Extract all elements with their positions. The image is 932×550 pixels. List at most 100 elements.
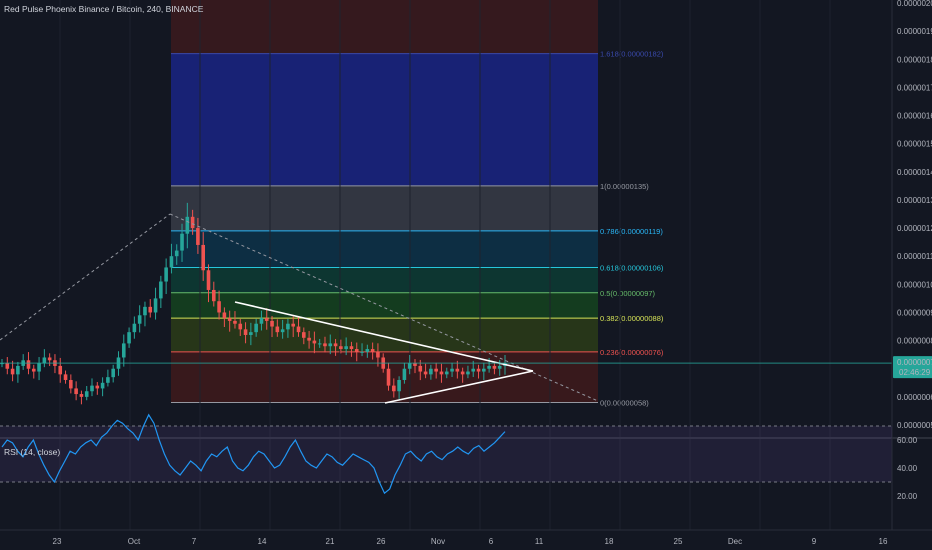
candle[interactable] [492,365,497,369]
candle[interactable] [317,343,322,345]
candle[interactable] [217,301,221,313]
candle[interactable] [100,382,105,389]
candle[interactable] [418,365,423,372]
candle[interactable] [439,371,444,375]
candle[interactable] [243,329,248,335]
candle[interactable] [497,365,502,369]
candle[interactable] [164,267,168,282]
candle[interactable] [206,270,211,290]
candle[interactable] [47,357,52,361]
candle[interactable] [312,340,317,344]
candle[interactable] [127,332,131,344]
candle[interactable] [307,337,311,341]
candle[interactable] [280,329,285,333]
triangle-upper-line[interactable] [234,301,534,372]
candle[interactable] [132,323,137,333]
candle[interactable] [10,368,15,375]
candle[interactable] [487,365,491,369]
candle[interactable] [42,357,47,364]
candle[interactable] [323,343,327,347]
candle[interactable] [429,368,433,375]
candle[interactable] [222,312,227,319]
candle[interactable] [392,385,396,392]
candle[interactable] [302,332,306,338]
candle[interactable] [444,371,449,375]
candle[interactable] [259,318,264,324]
candle[interactable] [238,323,243,330]
candle[interactable] [354,349,359,352]
candle[interactable] [291,323,296,327]
candle[interactable] [333,343,338,347]
candle[interactable] [69,379,73,389]
candle[interactable] [482,368,486,372]
candle[interactable] [264,318,269,321]
candle[interactable] [249,332,253,335]
candle[interactable] [174,250,179,257]
fib-label-1.618: 1.618(0.00000182) [600,50,664,59]
candle[interactable] [148,306,153,313]
candle[interactable] [74,388,78,395]
candle[interactable] [434,368,438,372]
candle[interactable] [349,346,354,350]
candle[interactable] [26,360,31,369]
trend-line-up-dashed[interactable] [0,213,171,341]
fib-label-0: 0(0.00000058) [600,398,649,407]
candle[interactable] [455,368,460,372]
candle[interactable] [37,363,41,372]
price-axis-label: 0.00000050 [897,421,932,430]
candle[interactable] [254,323,258,333]
candle[interactable] [450,368,454,372]
candle[interactable] [106,377,110,383]
candle[interactable] [84,391,89,397]
candle[interactable] [211,289,216,302]
candle[interactable] [111,368,115,378]
candle[interactable] [5,363,10,369]
candle[interactable] [95,385,100,389]
candle[interactable] [386,368,391,386]
candle[interactable] [476,368,481,372]
candle[interactable] [339,346,343,350]
candle[interactable] [63,374,68,380]
candle[interactable] [16,365,20,375]
candle[interactable] [344,346,348,350]
candle[interactable] [296,326,301,333]
candle[interactable] [159,281,163,299]
candle[interactable] [407,363,412,369]
triangle-lower-line[interactable] [384,370,534,404]
candle[interactable] [471,368,476,372]
rsi-line[interactable] [1,413,506,495]
candle[interactable] [185,216,190,234]
candle[interactable] [180,233,184,251]
candle[interactable] [275,326,280,333]
candle[interactable] [402,368,407,380]
candle[interactable] [328,343,333,347]
candle[interactable] [466,371,470,375]
candle[interactable] [58,365,63,375]
candle[interactable] [31,368,36,372]
candle[interactable] [121,343,126,358]
candle[interactable] [79,394,84,397]
candle[interactable] [376,351,380,358]
candle[interactable] [423,371,428,375]
candle[interactable] [169,256,174,268]
candle[interactable] [286,323,290,330]
candle[interactable] [365,349,370,352]
fib-label-0.5: 0.5(0.00000097) [600,289,656,298]
candle[interactable] [413,363,417,366]
candle[interactable] [153,298,158,313]
candle[interactable] [196,228,200,245]
candle[interactable] [270,320,274,327]
candle[interactable] [143,306,147,316]
candle[interactable] [137,315,142,324]
candle[interactable] [460,371,465,375]
candle[interactable] [90,385,94,392]
candle[interactable] [201,244,205,271]
candle[interactable] [227,318,232,321]
candle[interactable] [397,379,401,392]
candle[interactable] [360,351,364,353]
candle[interactable] [370,349,375,352]
candle[interactable] [190,216,195,229]
price-axis-label: 0.00000110 [897,252,932,261]
candle[interactable] [233,320,237,324]
